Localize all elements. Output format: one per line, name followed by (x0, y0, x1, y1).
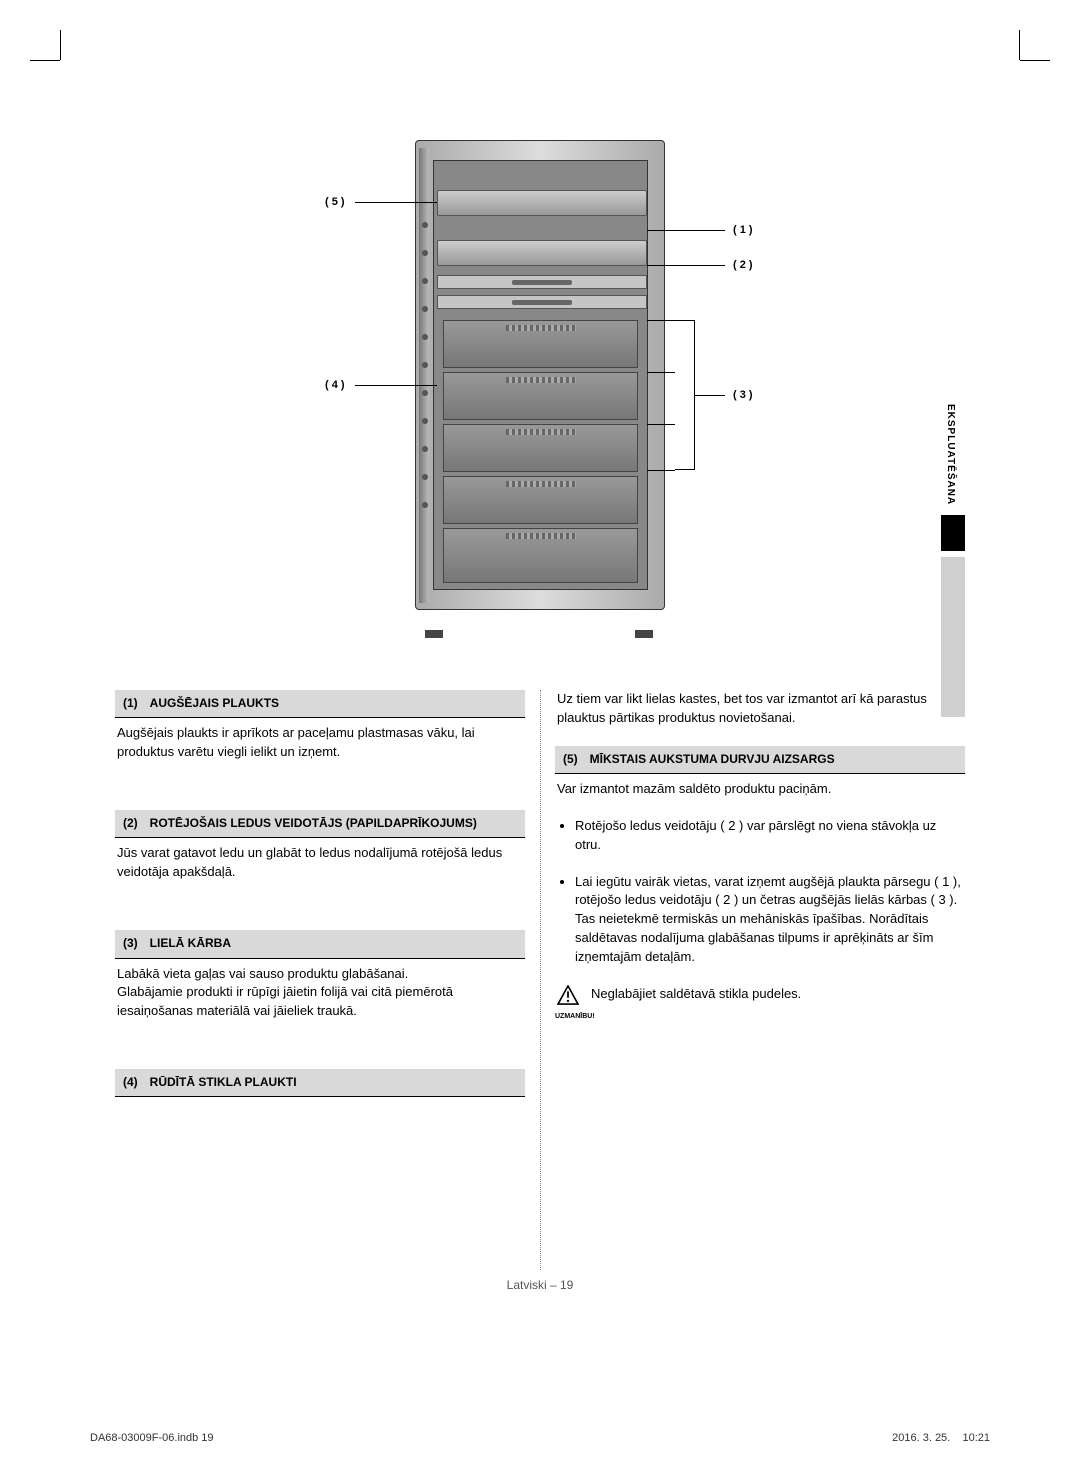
caution-label: UZMANĪBU! (555, 1012, 581, 1022)
callout-label-2: ( 2 ) (733, 259, 753, 271)
callout-lead (647, 320, 675, 321)
callout-lead (355, 202, 437, 203)
caution-icon: UZMANĪBU! (555, 985, 581, 1022)
section-title: ROTĒJOŠAIS LEDUS VEIDOTĀJS (PAPILDAPRĪKO… (150, 815, 477, 832)
caution-text: Neglabājiet saldētavā stikla pudeles. (591, 985, 801, 1004)
caution-block: UZMANĪBU! Neglabājiet saldētavā stikla p… (555, 985, 965, 1022)
section-header: (5) MĪKSTAIS AUKSTUMA DURVJU AIZSARGS (555, 746, 965, 774)
drawer (443, 528, 638, 583)
page-number: Latviski – 19 (115, 1278, 965, 1292)
section-header: (1) AUGŠĒJAIS PLAUKTS (115, 690, 525, 718)
section-number: (1) (123, 695, 138, 712)
callout-lead (647, 265, 725, 266)
section-body-para: Glabājamie produkti ir rūpīgi jāietin fo… (117, 983, 523, 1021)
top-shelf (437, 190, 647, 216)
section-tab: EKSPLUATĒŠANA (941, 400, 965, 717)
callout-label-1: ( 1 ) (733, 224, 753, 236)
left-column: (1) AUGŠĒJAIS PLAUKTS Augšējais plaukts … (115, 690, 525, 1097)
crop-mark (1020, 60, 1050, 61)
section-body: Labākā vieta gaļas vai sauso produktu gl… (115, 959, 525, 1022)
right-column: Uz tiem var likt lielas kastes, bet tos … (555, 690, 965, 1097)
drawer (443, 424, 638, 472)
fridge-foot (635, 630, 653, 638)
callout-lead (647, 230, 725, 231)
section-number: (5) (563, 751, 578, 768)
drawer (443, 372, 638, 420)
section-4-body: Uz tiem var likt lielas kastes, bet tos … (555, 690, 965, 728)
section-body: Jūs varat gatavot ledu un glabāt to ledu… (115, 838, 525, 882)
callout-lead (647, 470, 675, 471)
section-body-para: Labākā vieta gaļas vai sauso produktu gl… (117, 965, 523, 984)
document-footer: DA68-03009F-06.indb 19 2016. 3. 25. 10:2… (90, 1432, 990, 1444)
section-tab-label: EKSPLUATĒŠANA (941, 400, 960, 509)
callout-label-4: ( 4 ) (325, 379, 345, 391)
section-number: (4) (123, 1074, 138, 1091)
drawer (443, 476, 638, 524)
section-header: (2) ROTĒJOŠAIS LEDUS VEIDOTĀJS (PAPILDAP… (115, 810, 525, 838)
callout-lead (355, 385, 437, 386)
callout-bracket (675, 320, 695, 470)
section-header: (3) LIELĀ KĀRBA (115, 930, 525, 958)
section-number: (2) (123, 815, 138, 832)
page: EKSPLUATĒŠANA (0, 0, 1080, 1472)
warning-triangle-icon (557, 985, 579, 1005)
notes-list: Rotējošo ledus veidotāju ( 2 ) var pārsl… (555, 817, 965, 967)
section-title: AUGŠĒJAIS PLAUKTS (150, 695, 279, 712)
section-body: Var izmantot mazām saldēto produktu paci… (555, 774, 965, 799)
section-body: Augšējais plaukts ir aprīkots ar paceļam… (115, 718, 525, 762)
section-5: (5) MĪKSTAIS AUKSTUMA DURVJU AIZSARGS Va… (555, 746, 965, 799)
callout-label-3: ( 3 ) (733, 389, 753, 401)
crop-mark (1019, 30, 1020, 60)
section-1: (1) AUGŠĒJAIS PLAUKTS Augšējais plaukts … (115, 690, 525, 762)
list-item: Lai iegūtu vairāk vietas, varat izņemt a… (575, 873, 965, 967)
callout-label-5: ( 5 ) (325, 196, 345, 208)
content-area: EKSPLUATĒŠANA (115, 100, 965, 1372)
fridge-diagram: ( 5 ) ( 4 ) ( 1 ) ( 2 ) ( 3 ) (315, 140, 765, 630)
drawer (443, 320, 638, 368)
callout-lead (695, 395, 725, 396)
callout-lead (647, 424, 675, 425)
section-2: (2) ROTĒJOŠAIS LEDUS VEIDOTĀJS (PAPILDAP… (115, 810, 525, 882)
fridge-foot (425, 630, 443, 638)
section-4: (4) RŪDĪTĀ STIKLA PLAUKTI (115, 1069, 525, 1097)
section-title: MĪKSTAIS AUKSTUMA DURVJU AIZSARGS (590, 751, 835, 768)
crop-mark (30, 60, 60, 61)
section-title: RŪDĪTĀ STIKLA PLAUKTI (150, 1074, 297, 1091)
doc-filename: DA68-03009F-06.indb 19 (90, 1432, 214, 1444)
shelf-cover (437, 295, 647, 309)
shelf-cover (437, 275, 647, 289)
fridge-door-dots (420, 200, 430, 590)
section-number: (3) (123, 935, 138, 952)
section-header: (4) RŪDĪTĀ STIKLA PLAUKTI (115, 1069, 525, 1097)
callout-lead (647, 372, 675, 373)
section-title: LIELĀ KĀRBA (150, 935, 231, 952)
crop-mark (60, 30, 61, 60)
text-columns: (1) AUGŠĒJAIS PLAUKTS Augšējais plaukts … (115, 690, 965, 1097)
section-3: (3) LIELĀ KĀRBA Labākā vieta gaļas vai s… (115, 930, 525, 1021)
doc-timestamp: 2016. 3. 25. 10:21 (892, 1432, 990, 1444)
section-tab-marker (941, 515, 965, 551)
top-shelf (437, 240, 647, 266)
list-item: Rotējošo ledus veidotāju ( 2 ) var pārsl… (575, 817, 965, 855)
